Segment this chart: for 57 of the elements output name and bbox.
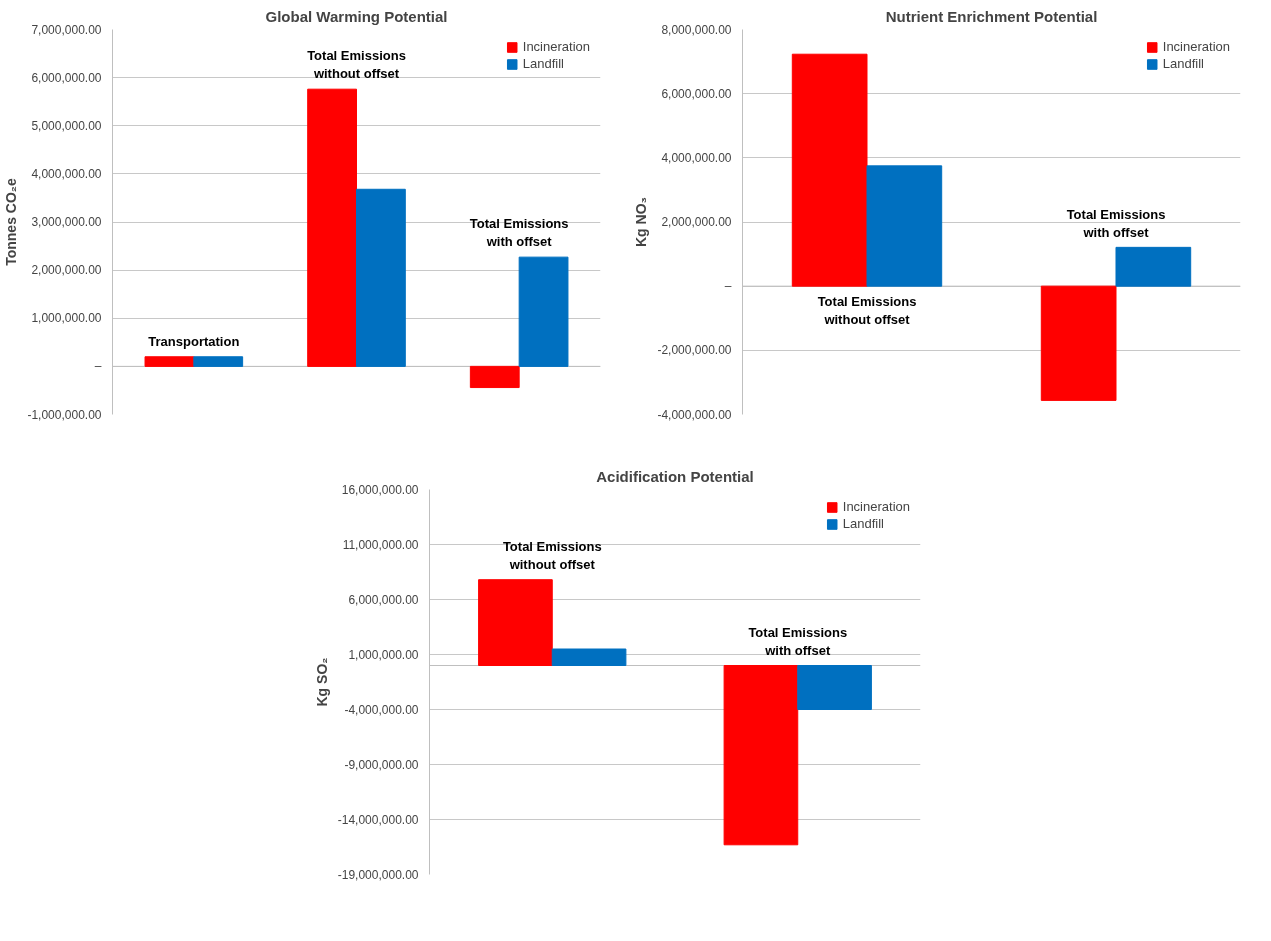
legend-label: Incineration (842, 499, 910, 514)
y-tick-label: 6,000,000.00 (31, 70, 102, 85)
bar (866, 165, 943, 287)
y-tick-label: -19,000,000.00 (337, 868, 419, 882)
bar (797, 665, 872, 710)
bar (551, 648, 627, 666)
bar (1115, 246, 1192, 287)
y-tick-label: 5,000,000.00 (31, 118, 102, 133)
bar (193, 356, 244, 367)
bar (307, 88, 357, 367)
y-tick-label: 2,000,000.00 (661, 215, 732, 229)
y-tick-label: -9,000,000.00 (344, 758, 419, 772)
x-tick-label: Transportation (148, 334, 240, 350)
bar (1040, 285, 1117, 401)
chart-title: Global Warming Potential (265, 7, 448, 25)
y-tick-label: 2,000,000.00 (31, 263, 102, 278)
bar (791, 53, 868, 287)
bar (356, 188, 406, 367)
y-axis-title: Kg NO₃ (633, 196, 650, 248)
y-tick-label: 1,000,000.00 (348, 648, 419, 662)
y-tick-label: 3,000,000.00 (31, 215, 102, 229)
y-tick-label: 4,000,000.00 (31, 166, 102, 181)
chart-title: Nutrient Enrichment Potential (885, 7, 1098, 25)
y-tick-label: -2,000,000.00 (657, 343, 732, 358)
y-axis-title: Tonnes CO₂e (3, 177, 20, 266)
y-tick-label: 1,000,000.00 (31, 311, 102, 326)
legend-label: Incineration (1162, 39, 1230, 54)
bar (478, 579, 553, 666)
bar (469, 365, 520, 389)
x-tick-label: Total Emissions without offset (307, 48, 406, 82)
y-tick-label: – (724, 279, 732, 294)
chart-title: Acidification Potential (596, 467, 754, 485)
x-tick-label: Total Emissions without offset (502, 539, 602, 572)
legend-label: Landfill (522, 56, 564, 71)
y-tick-label: -4,000,000.00 (657, 407, 732, 422)
y-tick-label: -4,000,000.00 (344, 703, 419, 717)
bar (144, 356, 195, 367)
x-tick-label: Total Emissions with offset (1066, 206, 1166, 240)
y-tick-label: – (94, 359, 102, 374)
y-tick-label: 16,000,000.00 (341, 483, 419, 497)
x-tick-label: Total Emissions without offset (817, 293, 917, 327)
x-tick-label: Total Emissions with offset (748, 624, 848, 658)
y-tick-label: 6,000,000.00 (348, 593, 419, 607)
y-tick-label: 7,000,000.00 (31, 22, 102, 37)
y-tick-label: -14,000,000.00 (337, 813, 419, 827)
y-tick-label: 6,000,000.00 (661, 86, 732, 101)
legend-label: Landfill (842, 516, 884, 531)
y-axis-title: Kg SO₂ (313, 657, 330, 707)
legend-label: Incineration (522, 39, 590, 54)
x-tick-label: Total Emissions with offset (469, 216, 569, 250)
bar (518, 256, 569, 367)
y-tick-label: 11,000,000.00 (342, 538, 419, 552)
legend-label: Landfill (1162, 56, 1204, 71)
y-tick-label: 4,000,000.00 (661, 150, 732, 165)
y-tick-label: 8,000,000.00 (661, 22, 732, 37)
bar (723, 665, 799, 846)
y-tick-label: -1,000,000.00 (27, 407, 102, 422)
